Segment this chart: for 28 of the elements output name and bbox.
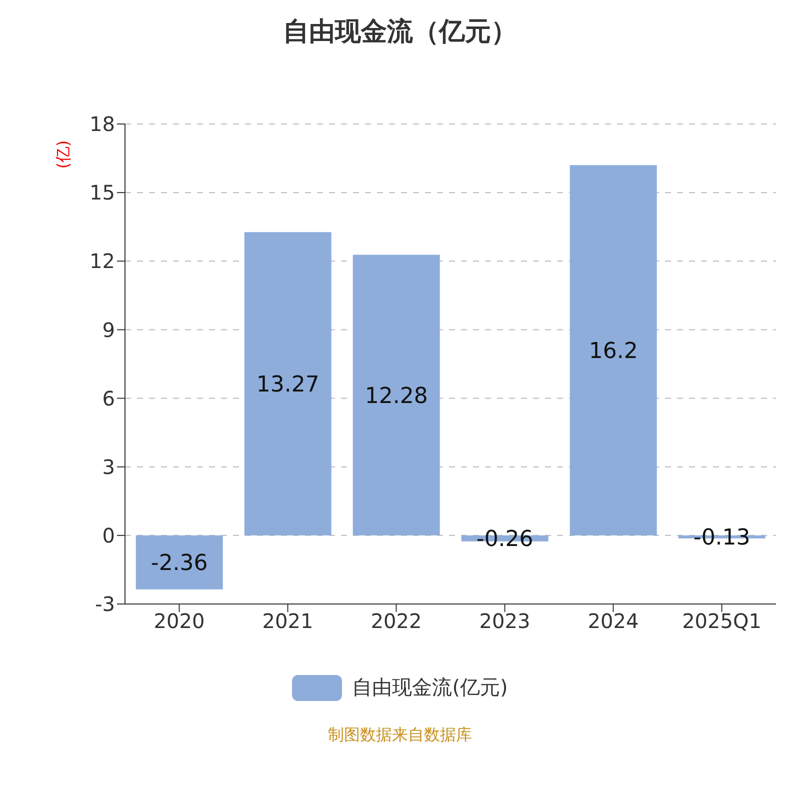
legend-label: 自由现金流(亿元) [352, 674, 508, 701]
bar [570, 165, 657, 536]
data-label: 16.2 [588, 339, 638, 364]
chart-title: 自由现金流（亿元） [282, 16, 518, 49]
y-tick-label: 0 [102, 524, 115, 548]
x-tick-label: 2021 [262, 609, 314, 634]
y-tick-label: 18 [90, 112, 115, 136]
data-label: 13.27 [256, 372, 320, 398]
data-label: -0.13 [693, 526, 750, 551]
y-tick-label: -3 [95, 592, 115, 616]
bar [352, 254, 440, 536]
y-tick-label: 6 [102, 386, 115, 410]
text: 制图数据来自数据库 [327, 725, 473, 746]
y-tick-label: 3 [102, 454, 115, 479]
x-tick-label: 2024 [588, 609, 639, 634]
x-tick-label: 2025Q1 [682, 609, 762, 634]
data-label: -2.36 [150, 551, 208, 576]
y-axis-title: (亿) [54, 140, 74, 169]
x-tick-label: 2020 [154, 609, 205, 634]
y-tick-label: 12 [90, 249, 115, 274]
x-tick-label: 2023 [479, 609, 530, 634]
x-tick-label: 2022 [370, 609, 422, 634]
bar [244, 232, 332, 536]
data-label: -0.26 [476, 527, 534, 552]
y-tick-label: 9 [102, 318, 115, 342]
data-label: 12.28 [364, 384, 428, 409]
y-tick-label: 15 [90, 180, 115, 205]
bar [136, 535, 223, 590]
